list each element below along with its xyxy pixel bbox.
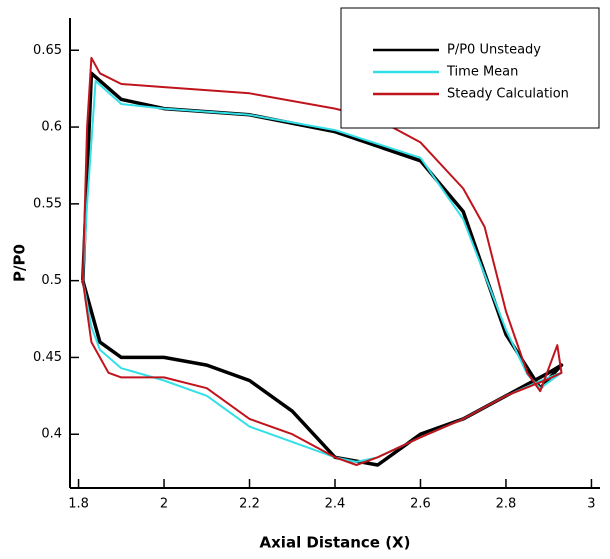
- x-tick-label: 2.2: [239, 497, 260, 512]
- series-line: [81, 71, 564, 467]
- x-tick-label: 2.6: [410, 497, 431, 512]
- legend-label: P/P0 Unsteady: [447, 43, 541, 58]
- x-axis-label: Axial Distance (X): [260, 534, 411, 552]
- x-tick-label: 2: [160, 497, 168, 512]
- y-tick-label: 0.5: [41, 273, 62, 288]
- x-tick-label: 1.8: [68, 497, 89, 512]
- y-tick-label: 0.6: [41, 120, 62, 135]
- y-tick-label: 0.45: [33, 350, 62, 365]
- legend-box: [340, 7, 600, 129]
- series-line: [81, 56, 563, 466]
- x-tick-label: 3: [587, 497, 595, 512]
- y-tick-label: 0.55: [33, 196, 62, 211]
- y-tick-label: 0.4: [41, 427, 62, 442]
- y-tick-label: 0.65: [33, 43, 62, 58]
- legend-label: Steady Calculation: [447, 87, 569, 102]
- x-tick-label: 2.8: [496, 497, 517, 512]
- y-axis-label: P/P0: [11, 244, 29, 282]
- legend-label: Time Mean: [446, 65, 518, 80]
- x-tick-label: 2.4: [325, 497, 346, 512]
